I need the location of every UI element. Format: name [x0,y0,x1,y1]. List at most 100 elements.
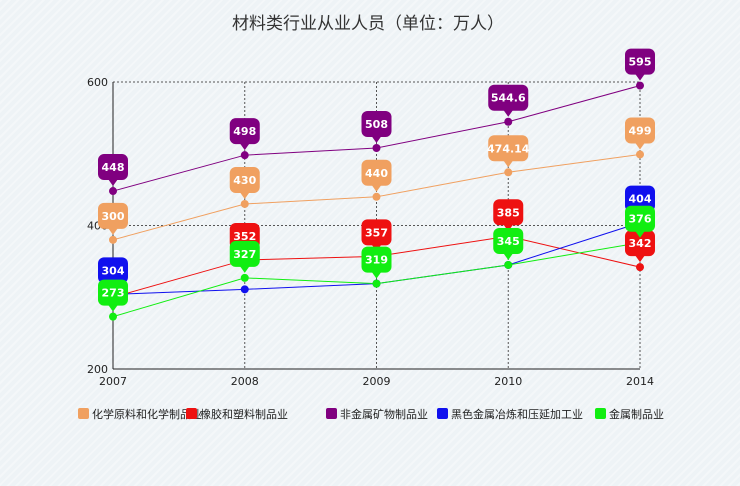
data-label: 319 [361,246,392,279]
data-label: 300 [98,202,128,235]
data-label: 508 [361,111,392,144]
data-label: 499 [625,117,655,150]
legend-swatch [186,408,197,419]
data-label: 440 [361,159,392,192]
data-point [504,117,513,126]
data-label-bubble [493,199,524,226]
data-label-bubble [625,48,655,75]
data-label-bubble [625,117,655,144]
data-point [504,260,513,269]
data-label-text: 385 [497,206,520,219]
data-label-pointer [635,73,645,81]
data-label-bubble [625,230,655,257]
data-point [636,263,644,272]
data-label-bubble [98,257,128,284]
legend-swatch [595,408,606,419]
data-label-bubble [493,227,524,254]
data-label-pointer [371,136,382,144]
data-label-bubble [361,219,392,246]
data-point [636,81,644,90]
data-point [240,285,249,294]
data-label-bubble [98,154,128,181]
data-label-text: 508 [365,118,388,131]
data-label: 448 [98,154,128,187]
data-label-bubble [488,135,529,162]
legend-swatch [437,408,448,419]
data-label: 404 [625,185,655,218]
data-label-pointer [239,191,250,199]
data-label-bubble [361,246,392,273]
legend-item: 化学原料和化学制品业 [78,407,202,421]
data-label: 498 [229,118,260,151]
data-label-text: 376 [629,213,652,226]
data-point [636,150,644,159]
data-point [109,187,117,196]
data-label: 273 [98,279,128,312]
data-label-text: 345 [497,235,520,248]
data-label: 327 [229,240,260,273]
data-label: 544.6 [488,84,529,117]
data-label-text: 544.6 [491,92,526,105]
legend-label: 非金属矿物制品业 [340,407,428,421]
data-label-bubble [625,185,655,212]
data-label-pointer [635,255,645,263]
data-label-pointer [503,109,514,117]
legend-swatch [326,408,337,419]
data-label: 385 [493,199,524,232]
data-label-text: 319 [365,254,388,267]
data-label-text: 300 [102,210,125,223]
data-label-text: 474.14 [487,142,530,155]
data-label-text: 430 [233,174,256,187]
data-label-bubble [361,111,392,138]
legend-item: 橡胶和塑料制品业 [186,407,288,421]
series-layer [109,81,644,321]
data-label-pointer [635,230,645,238]
data-label-text: 357 [365,226,388,239]
legend-label: 化学原料和化学制品业 [92,407,202,421]
data-label-text: 342 [629,237,652,250]
data-label-pointer [108,179,118,187]
data-label-text: 327 [233,248,256,261]
legend-label: 黑色金属冶炼和压延加工业 [451,407,583,421]
data-label: 376 [625,205,655,238]
data-point [240,151,249,160]
legend-item: 非金属矿物制品业 [326,407,428,421]
data-point [504,168,513,177]
x-tick-label: 2007 [99,375,127,388]
data-point [372,279,381,288]
y-tick-label: 200 [87,363,108,376]
data-label-text: 498 [233,125,256,138]
data-label-pointer [635,142,645,150]
data-label-text: 352 [233,230,256,243]
data-point [372,192,381,201]
data-label-pointer [239,143,250,151]
data-label-text: 448 [102,161,125,174]
legend-label: 金属制品业 [609,407,664,421]
x-tick-label: 2014 [626,375,654,388]
x-tick-label: 2009 [363,375,391,388]
data-label-text: 304 [102,264,125,277]
data-label: 357 [361,219,392,252]
bubble-layer: 300 430 440 474.14 499 352 357 385 342 448 498 508 5… [98,48,655,312]
data-label-pointer [108,304,118,312]
data-label: 430 [229,166,260,199]
data-label-pointer [503,224,514,232]
data-label-pointer [503,252,514,260]
chart-title: 材料类行业从业人员（单位：万人） [232,14,504,34]
x-tick-label: 2010 [494,375,522,388]
y-tick-label: 600 [87,76,108,89]
data-label-pointer [371,271,382,279]
data-label-text: 404 [629,193,652,206]
legend-swatch [78,408,89,419]
x-tick-label: 2008 [231,375,259,388]
data-point [240,199,249,208]
legend-item: 黑色金属冶炼和压延加工业 [437,407,583,421]
data-label-text: 499 [629,124,652,137]
data-label: 345 [493,227,524,260]
data-label-text: 273 [102,287,125,300]
data-label-bubble [229,118,260,145]
data-label-bubble [488,84,529,111]
